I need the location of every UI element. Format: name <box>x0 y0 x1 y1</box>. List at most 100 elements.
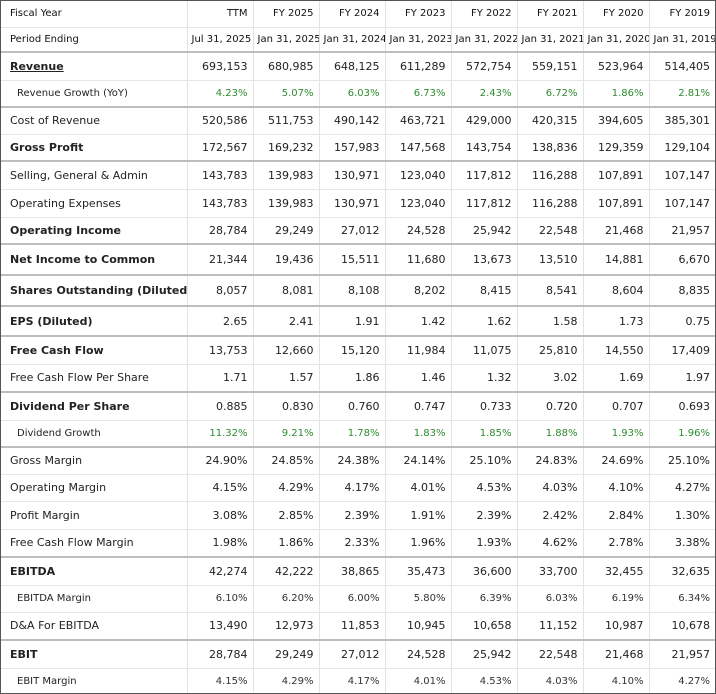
table-cell: 6.03% <box>319 80 386 108</box>
row-label-text: EBITDA <box>10 564 56 578</box>
row-label: D&A For EBITDA <box>1 612 188 641</box>
row-dividend-per-share: Dividend Per Share 0.885 0.830 0.760 0.747 0.… <box>1 392 715 421</box>
table-cell: 429,000 <box>451 107 518 135</box>
table-cell: 14,550 <box>583 336 650 365</box>
table-cell: 4.62% <box>517 529 584 558</box>
period-date: Jan 31, 2025 <box>253 27 320 53</box>
table-cell: 1.98% <box>187 529 254 558</box>
table-cell: 2.65 <box>187 306 254 337</box>
table-body: Revenue 693,153 680,985 648,125 611,289 572,7… <box>1 52 715 693</box>
table-cell: 24.69% <box>583 447 650 475</box>
table-cell: 29,249 <box>253 217 320 245</box>
row-operating-expenses: Operating Expenses 143,783 139,983 130,971 1… <box>1 189 715 218</box>
table-cell: 27,012 <box>319 217 386 245</box>
table-cell: 13,673 <box>451 244 518 276</box>
row-net-income: Net Income to Common 21,344 19,436 15,511 11… <box>1 244 715 276</box>
table-cell: 1.69 <box>583 364 650 393</box>
table-cell: 8,604 <box>583 275 650 307</box>
row-label-text: Dividend Growth <box>17 427 101 439</box>
period-date: Jan 31, 2023 <box>385 27 452 53</box>
row-free-cash-flow: Free Cash Flow 13,753 12,660 15,120 11,984 11… <box>1 336 715 365</box>
table-cell: 9.21% <box>253 420 320 448</box>
table-cell: 21,344 <box>187 244 254 276</box>
table-cell: 13,490 <box>187 612 254 641</box>
table-cell: 24.85% <box>253 447 320 475</box>
row-label: Shares Outstanding (Diluted) <box>1 275 188 307</box>
column-header: FY 2024 <box>319 1 386 28</box>
table-cell: 463,721 <box>385 107 452 135</box>
table-cell: 123,040 <box>385 189 452 218</box>
row-label: Selling, General & Admin <box>1 161 188 190</box>
table-cell: 4.29% <box>253 474 320 502</box>
table-cell: 13,753 <box>187 336 254 365</box>
table-cell: 129,104 <box>649 134 715 162</box>
table-cell: 4.53% <box>451 668 518 693</box>
table-cell: 27,012 <box>319 640 386 669</box>
table-cell: 4.27% <box>649 474 715 502</box>
table-cell: 6.39% <box>451 585 518 613</box>
table-cell: 6,670 <box>649 244 715 276</box>
table-cell: 107,147 <box>649 161 715 190</box>
table-cell: 130,971 <box>319 161 386 190</box>
table-cell: 1.91% <box>385 501 452 530</box>
table-cell: 22,548 <box>517 217 584 245</box>
table-cell: 24.90% <box>187 447 254 475</box>
table-cell: 25,810 <box>517 336 584 365</box>
row-operating-income: Operating Income 28,784 29,249 27,012 24,528… <box>1 217 715 245</box>
table-cell: 1.85% <box>451 420 518 448</box>
row-label-text: EBIT Margin <box>17 676 77 687</box>
column-header: FY 2023 <box>385 1 452 28</box>
table-cell: 117,812 <box>451 161 518 190</box>
row-label-text: EBITDA Margin <box>17 593 91 604</box>
row-ebitda-margin: EBITDA Margin 6.10% 6.20% 6.00% 5.80% 6.39% 6.… <box>1 585 715 613</box>
table-cell: 28,784 <box>187 640 254 669</box>
table-cell: 12,973 <box>253 612 320 641</box>
table-cell: 0.760 <box>319 392 386 421</box>
row-profit-margin: Profit Margin 3.08% 2.85% 2.39% 1.91% 2.39% 2.… <box>1 501 715 530</box>
table-cell: 1.71 <box>187 364 254 393</box>
table-cell: 648,125 <box>319 52 386 81</box>
table-cell: 36,600 <box>451 557 518 586</box>
table-cell: 143,783 <box>187 189 254 218</box>
row-label-text: Operating Expenses <box>10 196 121 210</box>
table-cell: 116,288 <box>517 189 584 218</box>
table-cell: 4.17% <box>319 668 386 693</box>
row-label: EBIT Margin <box>1 668 188 693</box>
table-cell: 25.10% <box>451 447 518 475</box>
table-cell: 6.20% <box>253 585 320 613</box>
table-cell: 19,436 <box>253 244 320 276</box>
row-label[interactable]: Revenue <box>1 52 188 81</box>
row-shares-outstanding: Shares Outstanding (Diluted) 8,057 8,081 8,… <box>1 275 715 307</box>
table-cell: 6.03% <box>517 585 584 613</box>
table-cell: 1.93% <box>451 529 518 558</box>
row-label-text: Cost of Revenue <box>10 114 100 128</box>
table-cell: 24.14% <box>385 447 452 475</box>
table-cell: 8,415 <box>451 275 518 307</box>
table-cell: 17,409 <box>649 336 715 365</box>
row-eps: EPS (Diluted) 2.65 2.41 1.91 1.42 1.62 1.58 1.7… <box>1 306 715 337</box>
table-cell: 1.57 <box>253 364 320 393</box>
table-cell: 2.43% <box>451 80 518 108</box>
table-cell: 1.91 <box>319 306 386 337</box>
revenue-link[interactable]: Revenue <box>10 59 64 73</box>
table-cell: 1.96% <box>385 529 452 558</box>
row-da-for-ebitda: D&A For EBITDA 13,490 12,973 11,853 10,945 10… <box>1 612 715 641</box>
table-cell: 511,753 <box>253 107 320 135</box>
table-cell: 2.84% <box>583 501 650 530</box>
column-header: FY 2020 <box>583 1 650 28</box>
row-label: Cost of Revenue <box>1 107 188 135</box>
table-cell: 4.27% <box>649 668 715 693</box>
row-label: Operating Margin <box>1 474 188 502</box>
column-header: TTM <box>187 1 254 28</box>
table-cell: 490,142 <box>319 107 386 135</box>
table-cell: 172,567 <box>187 134 254 162</box>
table-cell: 1.88% <box>517 420 584 448</box>
row-label-text: Profit Margin <box>10 508 80 522</box>
table-cell: 1.62 <box>451 306 518 337</box>
row-ebit: EBIT 28,784 29,249 27,012 24,528 25,942 22,548… <box>1 640 715 669</box>
table-cell: 123,040 <box>385 161 452 190</box>
table-cell: 35,473 <box>385 557 452 586</box>
table-cell: 24,528 <box>385 640 452 669</box>
